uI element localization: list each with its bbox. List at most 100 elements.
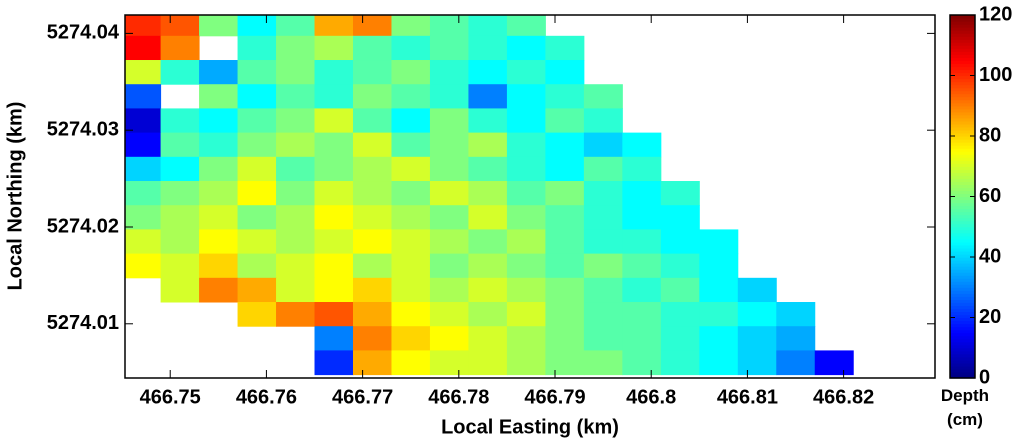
heatmap-cell xyxy=(160,156,200,182)
heatmap-cell xyxy=(660,326,700,351)
heatmap-cell xyxy=(583,132,623,158)
colorbar-swatch xyxy=(950,299,975,303)
colorbar-tick-label: 40 xyxy=(979,245,1001,267)
colorbar-swatch xyxy=(950,126,975,131)
heatmap-cell xyxy=(506,60,546,85)
heatmap-cell xyxy=(391,205,431,230)
colorbar-swatch xyxy=(950,266,975,270)
colorbar-swatch xyxy=(950,166,975,170)
heatmap-cell xyxy=(125,253,162,279)
colorbar-swatch xyxy=(950,281,975,285)
heatmap-cell xyxy=(583,326,623,351)
heatmap-cell xyxy=(468,132,508,158)
heatmap-cell xyxy=(660,181,700,206)
heatmap-cell xyxy=(545,132,585,158)
colorbar-swatch xyxy=(950,235,975,240)
heatmap-cell xyxy=(622,350,662,376)
heatmap-cell xyxy=(199,277,239,303)
x-axis-label: Local Easting (km) xyxy=(441,416,619,438)
heatmap-cell xyxy=(583,253,623,279)
colorbar-swatch xyxy=(950,223,975,228)
colorbar-swatch xyxy=(950,211,975,216)
colorbar-swatch xyxy=(950,90,975,95)
heatmap-cell xyxy=(160,60,200,85)
heatmap-cell xyxy=(622,229,662,255)
colorbar-swatch xyxy=(950,208,975,213)
heatmap-cell xyxy=(391,326,431,351)
heatmap-cell xyxy=(545,350,585,376)
heatmap-cell xyxy=(391,229,431,255)
heatmap-cell xyxy=(352,205,392,230)
heatmap-cell xyxy=(237,84,277,109)
heatmap-cell xyxy=(545,60,585,85)
heatmap-cell xyxy=(352,302,392,327)
colorbar-swatch xyxy=(950,314,975,319)
heatmap-cell xyxy=(506,205,546,230)
heatmap-cell xyxy=(583,302,623,327)
colorbar-swatch xyxy=(950,72,975,77)
colorbar-swatch xyxy=(950,305,975,310)
heatmap-cell xyxy=(160,205,200,230)
colorbar-swatch xyxy=(950,217,975,222)
colorbar-swatch xyxy=(950,196,975,201)
colorbar-swatch xyxy=(950,120,975,125)
heatmap-cell xyxy=(429,15,469,37)
heatmap-cell xyxy=(545,156,585,182)
heatmap-cell xyxy=(391,181,431,206)
heatmap-cell xyxy=(468,181,508,206)
heatmap-cell xyxy=(622,205,662,230)
heatmap-cell xyxy=(429,205,469,230)
heatmap-cell xyxy=(468,326,508,351)
heatmap-cell xyxy=(314,350,354,376)
colorbar-swatch xyxy=(950,139,975,143)
heatmap-cell xyxy=(125,60,162,85)
heatmap-cell xyxy=(468,302,508,327)
heatmap-cell xyxy=(352,15,392,37)
heatmap-cell xyxy=(276,253,316,279)
colorbar-swatch xyxy=(950,193,975,198)
colorbar-swatch xyxy=(950,247,975,252)
colorbar-swatch xyxy=(950,257,975,261)
heatmap-cell xyxy=(583,156,623,182)
colorbar-swatch xyxy=(950,260,975,264)
heatmap-cell xyxy=(429,326,469,351)
heatmap-cell xyxy=(276,35,316,61)
colorbar-swatch xyxy=(950,335,975,340)
heatmap-cell xyxy=(506,132,546,158)
heatmap-cell xyxy=(545,35,585,61)
heatmap-cell xyxy=(352,156,392,182)
heatmap-cell xyxy=(468,108,508,134)
heatmap-cell xyxy=(699,253,739,279)
colorbar-swatch xyxy=(950,341,975,346)
heatmap-cell xyxy=(237,205,277,230)
colorbar-swatch xyxy=(950,21,975,25)
heatmap-cell xyxy=(468,277,508,303)
heatmap-cell xyxy=(814,350,854,376)
heatmap-cell xyxy=(352,229,392,255)
heatmap-cell xyxy=(429,35,469,61)
colorbar-swatch xyxy=(950,308,975,313)
heatmap-cell xyxy=(199,253,239,279)
heatmap-cell xyxy=(160,15,200,37)
heatmap-cell xyxy=(276,156,316,182)
colorbar-swatch xyxy=(950,172,975,176)
heatmap-cell xyxy=(314,205,354,230)
y-tick-label: 5274.04 xyxy=(47,22,120,44)
colorbar-swatch xyxy=(950,181,975,185)
heatmap-cell xyxy=(622,156,662,182)
heatmap-cell xyxy=(237,302,277,327)
colorbar-swatch xyxy=(950,39,975,43)
colorbar-swatch xyxy=(950,75,975,80)
heatmap-cell xyxy=(391,277,431,303)
heatmap-cell xyxy=(276,15,316,37)
heatmap-cell xyxy=(583,277,623,303)
heatmap-cell xyxy=(468,156,508,182)
heatmap-cell xyxy=(468,229,508,255)
colorbar-swatch xyxy=(950,163,975,167)
heatmap-cell xyxy=(125,35,162,61)
heatmap-cell xyxy=(352,326,392,351)
colorbar-tick-label: 20 xyxy=(979,306,1001,328)
heatmap-cell xyxy=(237,35,277,61)
heatmap-cell xyxy=(276,229,316,255)
heatmap-cell xyxy=(429,156,469,182)
